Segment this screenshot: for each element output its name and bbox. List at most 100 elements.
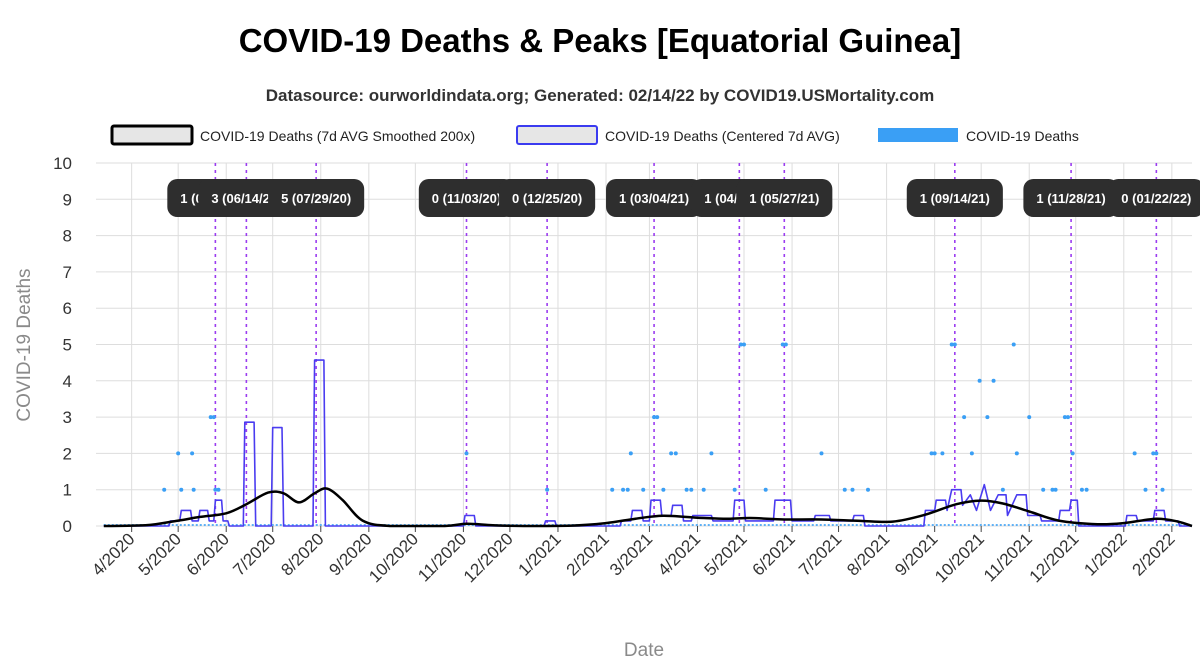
x-tick-label: 1/2022 (1080, 529, 1130, 579)
x-tick-label: 5/2021 (701, 529, 751, 579)
y-tick-label: 2 (63, 444, 72, 463)
peak-label: 0 (01/22/22) (1108, 179, 1200, 217)
daily-death-point (1000, 487, 1005, 492)
peak-labels: 1 (05/25/20)3 (06/14/20)5 (07/29/20)0 (1… (167, 179, 1200, 217)
peak-label: 1 (09/14/21) (906, 179, 1003, 217)
x-tick-label: 2/2021 (563, 529, 613, 579)
daily-death-point (949, 342, 954, 347)
daily-death-point (1027, 415, 1032, 420)
peak-label: 1 (11/28/21) (1023, 179, 1119, 217)
x-tick-label: 8/2020 (277, 529, 327, 579)
x-tick-label: 7/2021 (795, 529, 845, 579)
series-layer (103, 342, 1193, 528)
peak-lines (214, 163, 1158, 526)
x-tick-label: 12/2021 (1026, 529, 1083, 586)
x-tick-label: 11/2021 (980, 529, 1036, 585)
x-tick-label: 4/2020 (88, 529, 138, 579)
daily-death-point (621, 487, 626, 492)
daily-death-point (625, 487, 630, 492)
daily-death-point (741, 342, 746, 347)
peak-label-text: 5 (07/29/20) (281, 191, 351, 206)
x-tick-label: 11/2020 (414, 529, 470, 585)
daily-death-point (213, 487, 218, 492)
daily-death-point (661, 487, 666, 492)
daily-death-point (610, 487, 615, 492)
daily-death-point (866, 487, 871, 492)
x-tick-label: 12/2020 (460, 529, 517, 586)
peak-label-text: 1 (11/28/21) (1036, 191, 1105, 206)
daily-death-point (977, 378, 982, 383)
page-title: COVID-19 Deaths & Peaks [Equatorial Guin… (238, 22, 962, 59)
daily-death-point (1151, 451, 1156, 456)
daily-death-point (176, 451, 181, 456)
daily-death-point (191, 487, 196, 492)
x-axis: 4/20205/20206/20207/20208/20209/202010/2… (88, 526, 1179, 586)
daily-death-point (652, 415, 657, 420)
daily-death-point (673, 451, 678, 456)
daily-death-point (1062, 415, 1067, 420)
daily-death-point (732, 487, 737, 492)
daily-death-point (962, 415, 967, 420)
legend-label: COVID-19 Deaths (966, 128, 1079, 144)
y-axis: 0 1 2 3 4 5 6 7 8 9 10 (53, 154, 72, 536)
peak-label-text: 0 (12/25/20) (512, 191, 582, 206)
daily-death-point (1065, 415, 1070, 420)
daily-death-point (850, 487, 855, 492)
peak-label-text: 1 (05/27/21) (749, 191, 819, 206)
daily-death-point (464, 451, 469, 456)
y-tick-label: 5 (63, 336, 72, 355)
peak-label: 5 (07/29/20) (268, 179, 365, 217)
x-tick-label: 2/2022 (1128, 529, 1178, 579)
legend-label: COVID-19 Deaths (7d AVG Smoothed 200x) (200, 128, 475, 144)
daily-death-point (1084, 487, 1089, 492)
daily-death-point (1143, 487, 1148, 492)
daily-death-point (655, 415, 660, 420)
daily-death-point (783, 342, 788, 347)
y-tick-label: 1 (63, 481, 72, 500)
legend-swatch-line (110, 124, 194, 146)
daily-death-point (1041, 487, 1046, 492)
daily-death-point (932, 451, 937, 456)
daily-death-point (211, 415, 216, 420)
daily-death-point (669, 451, 674, 456)
daily-death-point (216, 487, 221, 492)
daily-death-point (1053, 487, 1058, 492)
daily-death-point (763, 487, 768, 492)
daily-death-point (684, 487, 689, 492)
daily-death-point (179, 487, 184, 492)
y-tick-label: 7 (63, 263, 72, 282)
x-tick-label: 1/2021 (515, 529, 565, 579)
y-tick-label: 0 (63, 517, 72, 536)
peak-label: 1 (03/04/21) (606, 179, 703, 217)
y-tick-label: 10 (53, 154, 72, 173)
daily-death-point (929, 451, 934, 456)
x-tick-label: 4/2021 (654, 529, 704, 579)
peak-label-box (1108, 179, 1200, 217)
daily-death-point (738, 342, 743, 347)
daily-death-point (208, 415, 213, 420)
daily-death-point (1132, 451, 1137, 456)
legend-swatch-line (516, 125, 598, 145)
grid (96, 162, 1192, 527)
daily-death-point (545, 487, 550, 492)
y-tick-label: 6 (63, 299, 72, 318)
daily-death-point (1014, 451, 1019, 456)
x-tick-label: 10/2021 (931, 529, 988, 586)
peak-label-box (736, 179, 833, 217)
x-tick-label: 8/2021 (843, 529, 893, 579)
y-tick-label: 8 (63, 227, 72, 246)
peak-label-box (906, 179, 1003, 217)
x-tick-label: 10/2020 (365, 529, 422, 586)
y-tick-label: 3 (63, 408, 72, 427)
legend-label: COVID-19 Deaths (Centered 7d AVG) (605, 128, 840, 144)
daily-death-point (952, 342, 957, 347)
daily-death-point (1070, 451, 1075, 456)
chart-subtitle: Datasource: ourworldindata.org; Generate… (265, 86, 935, 105)
x-tick-label: 6/2021 (749, 529, 799, 579)
daily-death-point (1050, 487, 1055, 492)
legend-swatch-points (878, 128, 958, 142)
series-line-smoothed (103, 487, 1193, 528)
daily-death-point (842, 487, 847, 492)
daily-death-point (940, 451, 945, 456)
